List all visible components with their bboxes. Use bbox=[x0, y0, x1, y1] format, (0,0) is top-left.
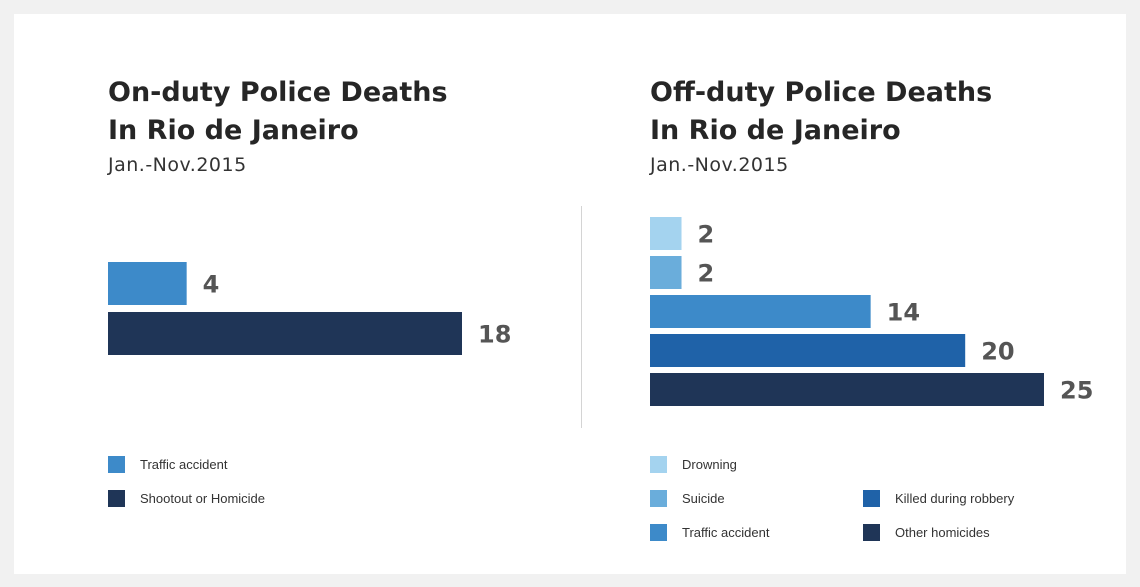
legend-label: Drowning bbox=[682, 457, 737, 472]
legend-label: Suicide bbox=[682, 491, 725, 506]
legend-label: Traffic accident bbox=[682, 525, 770, 540]
bar-value-label: 18 bbox=[478, 321, 511, 349]
bar bbox=[650, 373, 1044, 406]
bar bbox=[108, 312, 462, 355]
legend-swatch bbox=[863, 490, 880, 507]
bar-value-label: 4 bbox=[203, 271, 220, 299]
bar-value-label: 2 bbox=[698, 260, 715, 288]
bar bbox=[108, 262, 187, 305]
bar-value-label: 14 bbox=[887, 299, 920, 327]
chart-title-line-2: In Rio de Janeiro bbox=[650, 115, 901, 146]
legend-swatch bbox=[650, 524, 667, 541]
legend-swatch bbox=[863, 524, 880, 541]
bar bbox=[650, 334, 966, 367]
legend-item: Drowning bbox=[650, 456, 737, 473]
legend-label: Traffic accident bbox=[140, 457, 228, 472]
chart-title-line-2: In Rio de Janeiro bbox=[108, 115, 359, 146]
chart-title: Off-duty Police Deaths In Rio de Janeiro bbox=[650, 74, 992, 150]
bar-chart-plot: 4 18 2 2 14 20 25 bbox=[108, 217, 1093, 406]
bar bbox=[650, 217, 682, 250]
legend-label: Other homicides bbox=[895, 525, 990, 540]
chart-title: On-duty Police Deaths In Rio de Janeiro bbox=[108, 74, 448, 150]
legend-item: Other homicides bbox=[863, 524, 990, 541]
legend-item: Traffic accident bbox=[650, 524, 769, 541]
bar bbox=[650, 256, 682, 289]
bar bbox=[650, 295, 871, 328]
chart-title-line-1: On-duty Police Deaths bbox=[108, 77, 448, 108]
legend-item: Traffic accident bbox=[108, 456, 227, 473]
legend-swatch bbox=[108, 456, 125, 473]
chart-subtitle: Jan.-Nov.2015 bbox=[650, 154, 789, 176]
chart-subtitle: Jan.-Nov.2015 bbox=[108, 154, 247, 176]
legend-swatch bbox=[108, 490, 125, 507]
chart-title-line-1: Off-duty Police Deaths bbox=[650, 77, 993, 108]
legend-label: Shootout or Homicide bbox=[140, 491, 266, 506]
bar-value-label: 25 bbox=[1060, 377, 1093, 405]
bar-value-label: 20 bbox=[981, 338, 1014, 366]
legend-item: Suicide bbox=[650, 490, 725, 507]
bar-value-label: 2 bbox=[698, 221, 715, 249]
legend-swatch bbox=[650, 456, 667, 473]
legend-item: Shootout or Homicide bbox=[108, 490, 265, 507]
legend-swatch bbox=[650, 490, 667, 507]
infographic-canvas: On-duty Police Deaths In Rio de Janeiro … bbox=[14, 14, 1126, 574]
legend-item: Killed during robbery bbox=[863, 490, 1014, 507]
panel-divider bbox=[581, 206, 582, 428]
legend-label: Killed during robbery bbox=[895, 491, 1015, 506]
